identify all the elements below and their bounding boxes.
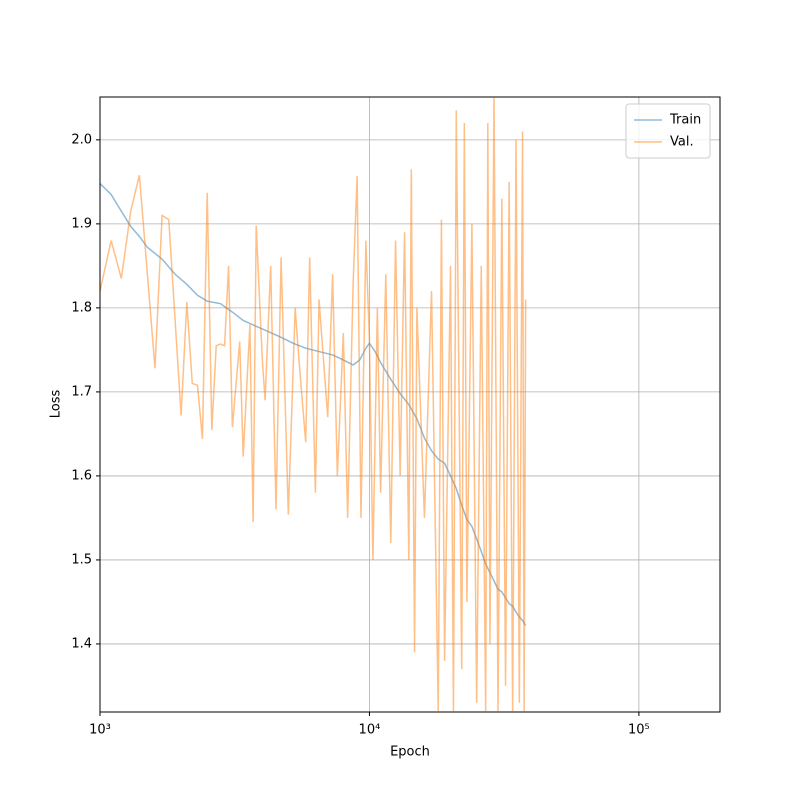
plot-area — [100, 97, 527, 712]
series-line — [100, 183, 527, 626]
y-tick-label: 1.6 — [71, 468, 92, 483]
legend-label: Train — [669, 113, 701, 128]
y-tick-label: 1.7 — [71, 384, 92, 399]
x-axis-label: Epoch — [390, 745, 430, 760]
plot-frame — [99, 96, 721, 713]
y-tick-label: 1.5 — [71, 552, 92, 567]
legend-box — [625, 103, 711, 159]
y-tick-label: 2.0 — [71, 132, 92, 147]
x-tick-label: 10⁵ — [628, 723, 650, 738]
y-tick-label: 1.8 — [71, 300, 92, 315]
series-line — [100, 97, 527, 712]
legend-label: Val. — [670, 135, 694, 150]
y-axis-label: Loss — [49, 390, 64, 419]
y-tick-label: 1.9 — [71, 216, 92, 231]
x-tick-label: 10⁴ — [359, 723, 381, 738]
x-tick-label: 10³ — [89, 723, 111, 738]
y-tick-label: 1.4 — [71, 636, 92, 651]
